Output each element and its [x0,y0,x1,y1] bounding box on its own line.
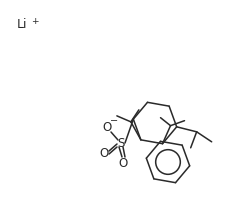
Text: −: − [110,116,118,126]
Text: O: O [100,146,108,160]
Text: +: + [31,17,38,26]
Text: Li: Li [17,19,28,31]
Text: O: O [118,157,128,170]
Text: O: O [102,121,112,133]
Text: S: S [117,136,125,150]
